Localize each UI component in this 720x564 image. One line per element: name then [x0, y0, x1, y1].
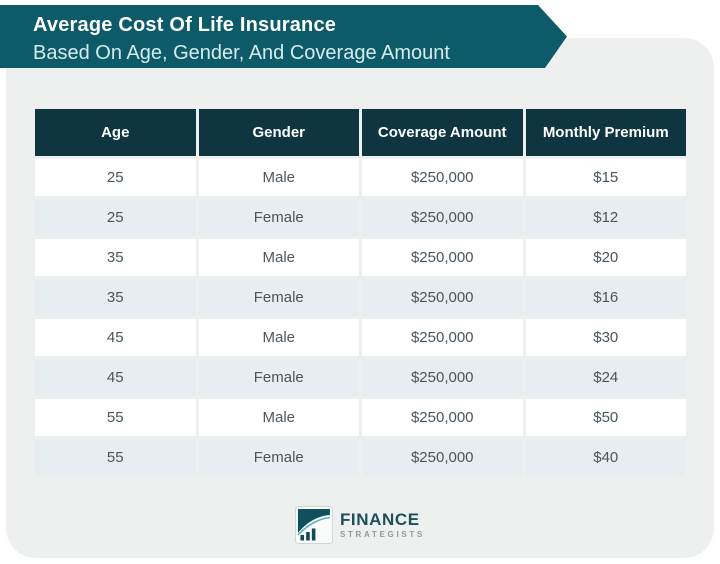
table-cell: 35: [35, 239, 196, 276]
table-header-row: Age Gender Coverage Amount Monthly Premium: [35, 109, 686, 156]
column-header: Age: [35, 109, 196, 156]
table-cell: $20: [525, 239, 686, 276]
table-head: Age Gender Coverage Amount Monthly Premium: [35, 109, 686, 156]
table-cell: $250,000: [362, 359, 523, 396]
table-row: 55 Female $250,000 $40: [35, 439, 686, 476]
table-cell: $24: [525, 359, 686, 396]
table-row: 25 Female $250,000 $12: [35, 199, 686, 236]
column-header: Coverage Amount: [362, 109, 523, 156]
table-cell: 45: [35, 359, 196, 396]
title-banner: Average Cost Of Life Insurance Based On …: [0, 5, 567, 68]
logo-tagline-text: STRATEGISTS: [339, 529, 426, 539]
logo-wordmark: FINANCE STRATEGISTS: [339, 509, 426, 540]
table-cell: $30: [525, 319, 686, 356]
table-cell: $250,000: [362, 199, 523, 236]
table-cell: Female: [198, 439, 359, 476]
table-cell: $16: [525, 279, 686, 316]
table-cell: Male: [198, 399, 359, 436]
table-cell: Male: [198, 239, 359, 276]
table-row: 25 Male $250,000 $15: [35, 159, 686, 196]
table-cell: $250,000: [362, 319, 523, 356]
page-title: Average Cost Of Life Insurance: [33, 14, 337, 36]
table-row: 55 Male $250,000 $50: [35, 399, 686, 436]
table-cell: 25: [35, 199, 196, 236]
column-header: Monthly Premium: [525, 109, 686, 156]
table-row: 45 Male $250,000 $30: [35, 319, 686, 356]
table-cell: Female: [198, 359, 359, 396]
page-subtitle: Based On Age, Gender, And Coverage Amoun…: [33, 42, 450, 64]
table-cell: $250,000: [362, 279, 523, 316]
insurance-cost-table: Age Gender Coverage Amount Monthly Premium …: [32, 106, 689, 479]
table-row: 35 Male $250,000 $20: [35, 239, 686, 276]
table-cell: 35: [35, 279, 196, 316]
table-cell: $15: [525, 159, 686, 196]
table-cell: 55: [35, 439, 196, 476]
table-cell: $250,000: [362, 399, 523, 436]
table-cell: Male: [198, 319, 359, 356]
table-cell: 55: [35, 399, 196, 436]
table-cell: $50: [525, 399, 686, 436]
table-cell: 45: [35, 319, 196, 356]
logo-name-text: FINANCE: [339, 509, 420, 529]
table-cell: $12: [525, 199, 686, 236]
table-cell: $250,000: [362, 239, 523, 276]
table-row: 45 Female $250,000 $24: [35, 359, 686, 396]
table-cell: Male: [198, 159, 359, 196]
table-cell: Female: [198, 279, 359, 316]
table-cell: 25: [35, 159, 196, 196]
bar-chart-arrow-icon: [294, 506, 333, 544]
table-cell: $250,000: [362, 159, 523, 196]
column-header: Gender: [198, 109, 359, 156]
table-cell: $40: [525, 439, 686, 476]
table-cell: Female: [198, 199, 359, 236]
finance-strategists-logo: FINANCE STRATEGISTS: [294, 506, 426, 544]
table-cell: $250,000: [362, 439, 523, 476]
table-body: 25 Male $250,000 $15 25 Female $250,000 $12 35 Ma…: [35, 159, 686, 476]
table-row: 35 Female $250,000 $16: [35, 279, 686, 316]
